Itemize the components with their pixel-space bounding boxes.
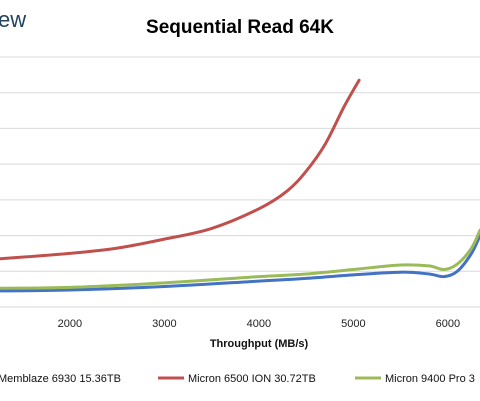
legend-label-micron-6500-ion: Micron 6500 ION 30.72TB — [188, 373, 316, 385]
legend-label-memblaze-6930: Memblaze 6930 15.36TB — [0, 373, 121, 385]
plot-area — [0, 56, 480, 308]
x-tick-label: 6000 — [436, 318, 460, 330]
x-tick-label: 2000 — [58, 318, 82, 330]
brand-logo-fragment: ew — [0, 7, 26, 32]
x-tick-label: 3000 — [152, 318, 176, 330]
x-axis-ticks: 2000 3000 4000 5000 6000 — [58, 318, 460, 330]
chart-title: Sequential Read 64K — [146, 17, 334, 38]
legend: Memblaze 6930 15.36TB Micron 6500 ION 30.… — [0, 373, 475, 385]
series-lines — [0, 78, 480, 293]
series-line-micron-9400-pro — [0, 228, 480, 290]
gridlines — [0, 92, 480, 272]
legend-label-micron-9400-pro: Micron 9400 Pro 3 — [385, 373, 475, 385]
x-axis-label: Throughput (MB/s) — [210, 338, 309, 350]
series-line-micron-6500-ion — [0, 78, 361, 261]
x-tick-label: 5000 — [341, 318, 365, 330]
x-tick-label: 4000 — [247, 318, 271, 330]
series-line-memblaze-6930 — [0, 234, 480, 293]
